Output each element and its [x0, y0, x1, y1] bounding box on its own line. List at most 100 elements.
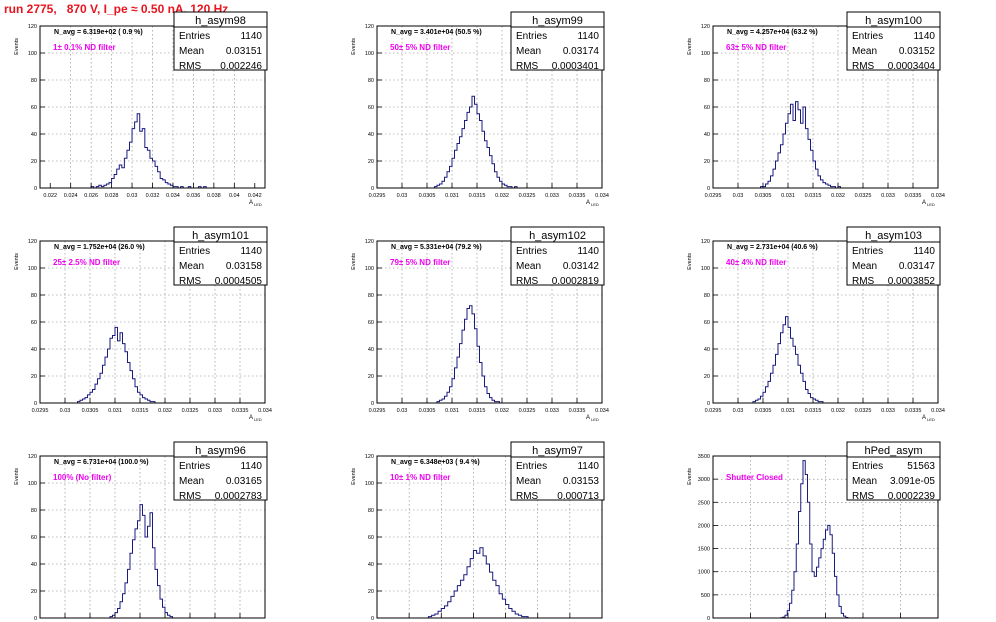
x-tick-label: 0.0305 — [82, 408, 99, 414]
x-tick-label: 0.0315 — [805, 193, 822, 199]
y-tick-label: 100 — [365, 266, 374, 272]
x-tick-label: 0.032 — [831, 408, 845, 414]
stats-box — [173, 441, 268, 501]
histogram-series-h_asym97 — [427, 547, 529, 618]
stats-label: RMS — [852, 61, 875, 72]
x-tick-label: 0.0315 — [805, 408, 822, 414]
y-tick-label: 20 — [704, 374, 710, 380]
x-tick-label: 0.03 — [60, 408, 71, 414]
stats-value: 51563 — [907, 461, 935, 472]
y-tick-label: 60 — [368, 105, 374, 111]
x-tick-label: 0.026 — [84, 193, 98, 199]
histogram-panel-h_asym100: 0.0295 0.03 0.0305 0.031 0.0315 0.032 0.0325 0.… — [687, 11, 945, 207]
x-tick-label: 0.033 — [881, 408, 895, 414]
stats-box — [173, 226, 268, 286]
y-tick-label: 80 — [368, 78, 374, 84]
x-tick-label: 0.028 — [105, 193, 119, 199]
x-tick-label: 0.032 — [158, 408, 172, 414]
y-axis-title: Events — [687, 253, 693, 270]
stats-value: 1140 — [577, 246, 599, 257]
y-tick-label: 0 — [707, 616, 710, 622]
stats-value: 0.03152 — [899, 46, 936, 57]
y-tick-label: 80 — [31, 293, 37, 299]
y-tick-label: 40 — [31, 347, 37, 353]
stats-box — [846, 11, 941, 71]
stats-label: RMS — [516, 276, 539, 287]
histogram-series-hPed_asym — [780, 460, 849, 619]
stats-value: 0.0002819 — [552, 276, 600, 287]
y-tick-label: 120 — [701, 239, 710, 245]
stats-value: 1140 — [913, 31, 935, 42]
x-axis-subscript: LED — [927, 202, 935, 207]
x-tick-label: 0.03 — [127, 193, 138, 199]
x-tick-label: 0.038 — [207, 193, 221, 199]
x-tick-label: 0.031 — [445, 193, 459, 199]
stats-box — [510, 11, 605, 71]
y-tick-label: 80 — [704, 293, 710, 299]
y-tick-label: 20 — [31, 589, 37, 595]
x-tick-label: 0.0295 — [369, 193, 386, 199]
x-tick-label: 0.034 — [595, 193, 609, 199]
histogram-series-h_asym103 — [752, 316, 824, 403]
histogram-name: h_asym101 — [192, 230, 249, 242]
navg-label: N_avg = 3.401e+04 (50.5 %) — [391, 29, 482, 36]
y-tick-label: 0 — [34, 616, 37, 622]
x-tick-label: 0.0305 — [755, 193, 772, 199]
y-tick-label: 20 — [704, 159, 710, 165]
x-tick-label: 0.0335 — [905, 408, 922, 414]
x-tick-label: 0.0315 — [469, 193, 486, 199]
stats-value: 0.03165 — [226, 476, 263, 487]
y-tick-label: 60 — [368, 320, 374, 326]
y-axis-title: Events — [687, 468, 693, 485]
x-tick-label: 0.03 — [733, 408, 744, 414]
y-tick-label: 100 — [701, 266, 710, 272]
stats-value: 0.03153 — [563, 476, 600, 487]
x-tick-label: 0.022 — [43, 193, 57, 199]
histogram-series-h_asym101 — [77, 326, 156, 403]
x-tick-label: 0.04 — [229, 193, 240, 199]
x-tick-label: 0.034 — [258, 408, 272, 414]
navg-label: N_avg = 4.257e+04 (63.2 %) — [727, 29, 818, 36]
y-tick-label: 0 — [371, 401, 374, 407]
histogram-panel-hPed_asym: -0.0015-0.001-0.000500.00050.0010.001505… — [687, 441, 941, 622]
x-tick-label: 0.0295 — [369, 408, 386, 414]
filter-annotation: 50± 5% ND filter — [390, 43, 450, 52]
y-tick-label: 120 — [365, 24, 374, 30]
x-tick-label: 0.034 — [931, 408, 945, 414]
stats-label: Entries — [179, 246, 210, 257]
stats-label: RMS — [852, 276, 875, 287]
x-tick-label: 0.031 — [781, 193, 795, 199]
x-tick-label: 0.0295 — [705, 193, 722, 199]
histogram-series-h_asym99 — [434, 95, 518, 189]
x-tick-label: 0.0335 — [905, 193, 922, 199]
stats-value: 1140 — [577, 461, 599, 472]
y-tick-label: 1500 — [698, 547, 710, 553]
y-tick-label: 40 — [31, 132, 37, 138]
x-tick-label: 0.032 — [495, 193, 509, 199]
stats-label: Entries — [179, 31, 210, 42]
x-tick-label: 0.0325 — [519, 193, 536, 199]
stats-label: Mean — [179, 46, 204, 57]
x-tick-label: 0.032 — [146, 193, 160, 199]
stats-label: RMS — [179, 61, 202, 72]
x-tick-label: 0.033 — [208, 408, 222, 414]
x-tick-label: 0.036 — [187, 193, 201, 199]
y-tick-label: 100 — [28, 51, 37, 57]
stats-label: Entries — [516, 246, 547, 257]
stats-value: 3.091e-05 — [890, 476, 935, 487]
x-axis-subscript: LED — [254, 417, 262, 422]
x-tick-label: 0.03 — [397, 408, 408, 414]
filter-annotation: 25± 2.5% ND filter — [53, 258, 120, 267]
stats-label: RMS — [179, 491, 202, 502]
y-tick-label: 40 — [31, 562, 37, 568]
y-axis-title: Events — [351, 253, 357, 270]
y-tick-label: 3500 — [698, 454, 710, 460]
x-tick-label: 0.042 — [248, 193, 262, 199]
navg-label: N_avg = 1.752e+04 (26.0 %) — [54, 244, 145, 251]
y-tick-label: 2500 — [698, 500, 710, 506]
histogram-name: h_asym97 — [532, 445, 583, 457]
y-tick-label: 500 — [701, 593, 710, 599]
x-tick-label: 0.0295 — [32, 408, 49, 414]
x-tick-label: 0.0325 — [855, 193, 872, 199]
